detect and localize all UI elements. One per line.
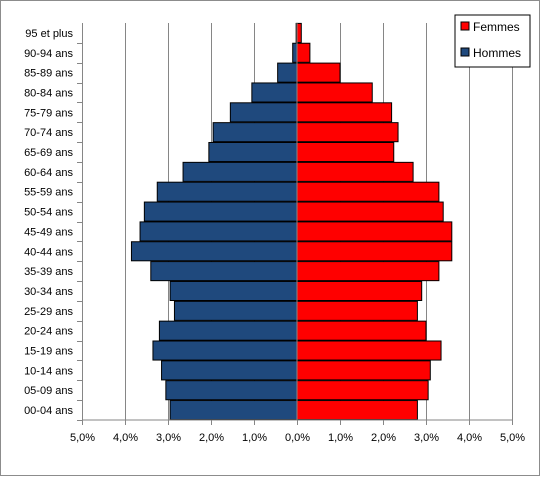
category-label: 70-74 ans xyxy=(24,127,73,139)
bar-hommes-70-74-ans xyxy=(212,122,298,143)
x-tick-label: 2,0% xyxy=(199,432,224,444)
category-labels: 00-04 ans 05-09 ans 10-14 ans 15-19 ans 20-2… xyxy=(24,28,73,417)
bar-femmes-05-09-ans xyxy=(296,380,429,401)
bar-femmes-70-74-ans xyxy=(296,122,399,143)
x-tick-label: 3,0% xyxy=(414,432,439,444)
category-label: 30-34 ans xyxy=(24,286,73,298)
bar-femmes-00-04-ans xyxy=(296,400,418,421)
category-label: 50-54 ans xyxy=(24,207,73,219)
category-label: 40-44 ans xyxy=(24,246,73,258)
bar-hommes-20-24-ans xyxy=(158,320,298,341)
category-label: 95 et plus xyxy=(25,28,73,40)
category-label: 05-09 ans xyxy=(24,385,73,397)
bar-hommes-00-04-ans xyxy=(169,400,298,421)
category-label: 60-64 ans xyxy=(24,167,73,179)
x-tick-label: 1,0% xyxy=(242,432,267,444)
bar-hommes-80-84-ans xyxy=(251,82,298,103)
bar-hommes-05-09-ans xyxy=(165,380,298,401)
x-tick-label: 4,0% xyxy=(113,432,138,444)
category-label: 90-94 ans xyxy=(24,48,73,60)
x-tick-label: 3,0% xyxy=(156,432,181,444)
bars xyxy=(130,22,453,421)
legend-swatch-femmes xyxy=(460,21,470,31)
category-label: 35-39 ans xyxy=(24,266,73,278)
legend-label-femmes: Femmes xyxy=(473,20,520,34)
bar-hommes-65-69-ans xyxy=(208,141,298,163)
bar-femmes-80-84-ans xyxy=(296,82,373,103)
x-tick-label: 0,0% xyxy=(285,432,310,444)
bar-hommes-60-64-ans xyxy=(182,161,298,182)
x-tick-label: 5,0% xyxy=(70,432,95,444)
bar-hommes-30-34-ans xyxy=(169,280,298,302)
bar-femmes-85-89-ans xyxy=(296,62,341,83)
bar-femmes-35-39-ans xyxy=(296,261,440,282)
x-tick-label: 2,0% xyxy=(371,432,396,444)
category-label: 20-24 ans xyxy=(24,326,73,338)
category-label: 25-29 ans xyxy=(24,306,73,318)
legend-label-hommes: Hommes xyxy=(473,46,521,60)
bar-hommes-40-44-ans xyxy=(130,241,298,262)
bar-femmes-15-19-ans xyxy=(296,340,442,361)
bar-femmes-30-34-ans xyxy=(296,280,423,302)
bar-hommes-15-19-ans xyxy=(152,340,298,361)
category-label: 65-69 ans xyxy=(24,147,73,159)
category-label: 15-19 ans xyxy=(24,346,73,358)
legend: Femmes Hommes xyxy=(454,14,531,68)
bar-femmes-65-69-ans xyxy=(296,141,395,163)
bar-femmes-10-14-ans xyxy=(296,360,431,381)
bar-hommes-85-89-ans xyxy=(277,62,298,83)
bar-hommes-35-39-ans xyxy=(150,261,298,282)
category-label: 00-04 ans xyxy=(24,405,73,417)
x-tick-label: 5,0% xyxy=(500,432,525,444)
category-label: 45-49 ans xyxy=(24,226,73,238)
category-label: 10-14 ans xyxy=(24,365,73,377)
axes xyxy=(82,23,512,421)
bar-hommes-25-29-ans xyxy=(173,300,298,321)
bar-femmes-95-et-plus xyxy=(296,22,302,43)
bar-femmes-75-79-ans xyxy=(296,102,393,123)
bar-femmes-60-64-ans xyxy=(296,161,414,182)
bar-femmes-90-94-ans xyxy=(296,42,311,63)
bar-femmes-55-59-ans xyxy=(296,181,440,202)
category-label: 75-79 ans xyxy=(24,107,73,119)
bar-hommes-55-59-ans xyxy=(156,181,298,202)
legend-swatch-hommes xyxy=(460,47,470,57)
category-label: 55-59 ans xyxy=(24,187,73,199)
x-tick-label: 4,0% xyxy=(457,432,482,444)
bar-hommes-75-79-ans xyxy=(229,102,298,123)
bar-femmes-25-29-ans xyxy=(296,300,418,321)
bar-femmes-40-44-ans xyxy=(296,241,453,262)
x-tick-labels: 5,0% 4,0% 3,0% 2,0% 1,0% 0,0% 1,0% 2,0% 3,0% 4,0%… xyxy=(70,432,525,444)
bar-femmes-45-49-ans xyxy=(296,221,453,242)
x-tick-label: 1,0% xyxy=(328,432,353,444)
bar-femmes-50-54-ans xyxy=(296,201,444,222)
bar-hommes-90-94-ans xyxy=(292,42,298,63)
category-label: 80-84 ans xyxy=(24,87,73,99)
bar-hommes-50-54-ans xyxy=(143,201,298,222)
category-label: 85-89 ans xyxy=(24,68,73,80)
bar-femmes-20-24-ans xyxy=(296,320,427,341)
bar-hommes-10-14-ans xyxy=(161,360,298,381)
bar-hommes-45-49-ans xyxy=(139,221,298,242)
